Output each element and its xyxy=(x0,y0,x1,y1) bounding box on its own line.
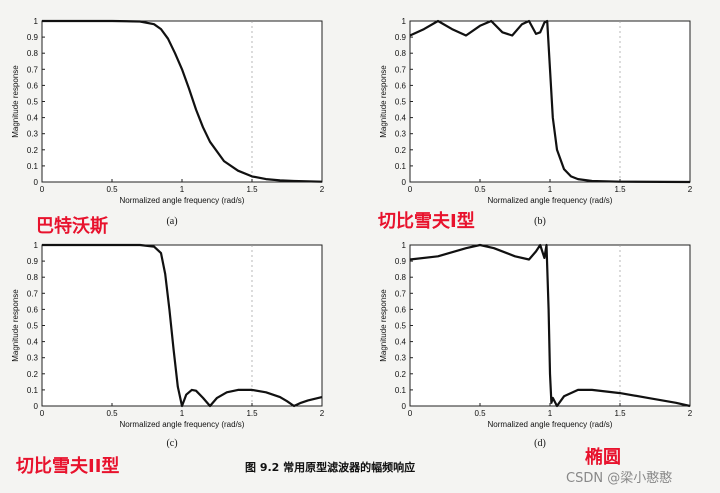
chart-panel-4: 0 0.5 1 1.5 2 0 0.1 0.2 0.3 0.4 0.5 0.6 0.7 0.8 0.9 1 No… xyxy=(379,241,693,468)
magnitude-response-line xyxy=(409,19,691,184)
chart-panel-1: 0 0.5 1 1.5 2 0 0.1 0.2 0.3 0.4 0.5 0.6 0.7 0.8 0.9 1 No… xyxy=(11,17,325,237)
magnitude-response-line xyxy=(42,19,323,183)
x-tick-label: 0.5 xyxy=(474,185,486,194)
x-tick-label: 2 xyxy=(320,185,325,194)
y-tick-label: 1 xyxy=(402,241,407,250)
y-tick-label: 0.1 xyxy=(27,386,39,395)
y-tick-label: 0.4 xyxy=(395,338,407,347)
y-tick-label: 0.4 xyxy=(27,338,39,347)
y-tick-label: 0.7 xyxy=(27,65,39,74)
y-tick-label: 0.6 xyxy=(395,305,407,314)
x-tick-label: 0 xyxy=(40,409,45,418)
y-tick-label: 1 xyxy=(34,241,39,250)
y-tick-label: 0.5 xyxy=(27,98,39,107)
y-axis-label: Magnitude response xyxy=(11,65,20,138)
chart-panel-2: 0 0.5 1 1.5 2 0 0.1 0.2 0.3 0.4 0.5 0.6 0.7 0.8 0.9 1 No… xyxy=(378,17,693,232)
y-tick-label: 0.5 xyxy=(395,98,407,107)
x-tick-label: 0.5 xyxy=(106,185,118,194)
y-tick-label: 0.1 xyxy=(27,162,39,171)
x-tick-label: 1 xyxy=(548,409,553,418)
y-tick-label: 0.8 xyxy=(27,273,39,282)
plot-area xyxy=(41,244,323,407)
y-tick-label: 0.6 xyxy=(395,81,407,90)
y-tick-label: 0.9 xyxy=(395,33,407,42)
y-tick-label: 0.1 xyxy=(395,162,407,171)
panel-label: (c) xyxy=(166,438,177,449)
panel-label: (d) xyxy=(534,438,546,449)
x-tick-label: 0 xyxy=(408,409,413,418)
x-tick-label: 2 xyxy=(320,409,325,418)
y-axis-label: Magnitude response xyxy=(379,65,388,138)
y-tick-label: 0.9 xyxy=(27,33,39,42)
x-axis-label: Normalized angle frequency (rad/s) xyxy=(120,196,245,205)
x-axis-label: Normalized angle frequency (rad/s) xyxy=(120,420,245,429)
y-tick-label: 0.3 xyxy=(395,130,407,139)
x-tick-label: 1.5 xyxy=(614,409,626,418)
filter-name-label: 椭圆 xyxy=(585,446,621,468)
x-tick-label: 1.5 xyxy=(614,185,626,194)
plot-area xyxy=(409,20,691,183)
watermark: CSDN @梁小憨憨 xyxy=(566,471,672,486)
y-tick-label: 0.2 xyxy=(395,370,407,379)
y-tick-label: 0 xyxy=(34,178,39,187)
y-tick-label: 0.7 xyxy=(27,289,39,298)
y-tick-label: 0.8 xyxy=(395,49,407,58)
y-tick-label: 0.5 xyxy=(27,322,39,331)
x-tick-label: 1.5 xyxy=(246,185,258,194)
y-tick-label: 0.2 xyxy=(27,146,39,155)
figure-caption: 图 9.2 常用原型滤波器的幅频响应 xyxy=(245,460,415,474)
panel-label: (b) xyxy=(534,216,546,227)
y-tick-label: 0 xyxy=(34,402,39,411)
y-tick-label: 0.6 xyxy=(27,81,39,90)
y-tick-label: 0.3 xyxy=(27,130,39,139)
y-axis-label: Magnitude response xyxy=(379,289,388,362)
y-tick-label: 0.8 xyxy=(395,273,407,282)
x-tick-label: 1.5 xyxy=(246,409,258,418)
x-axis-label: Normalized angle frequency (rad/s) xyxy=(488,196,613,205)
y-tick-label: 0.4 xyxy=(27,114,39,123)
x-tick-label: 2 xyxy=(688,185,693,194)
filter-name-label: 巴特沃斯 xyxy=(36,215,108,237)
y-tick-label: 0.3 xyxy=(395,354,407,363)
magnitude-response-line xyxy=(42,243,323,408)
y-tick-label: 0.6 xyxy=(27,305,39,314)
x-tick-label: 0.5 xyxy=(106,409,118,418)
y-tick-label: 1 xyxy=(402,17,407,26)
y-tick-label: 0.7 xyxy=(395,65,407,74)
y-tick-label: 0 xyxy=(402,178,407,187)
y-tick-label: 0.5 xyxy=(395,322,407,331)
y-tick-label: 0.2 xyxy=(27,370,39,379)
y-tick-label: 0 xyxy=(402,402,407,411)
y-tick-label: 0.3 xyxy=(27,354,39,363)
x-tick-label: 1 xyxy=(180,409,185,418)
panel-label: (a) xyxy=(166,216,177,227)
filter-name-label: 切比雪夫I型 xyxy=(378,210,475,232)
x-axis-label: Normalized angle frequency (rad/s) xyxy=(488,420,613,429)
y-tick-label: 0.9 xyxy=(395,257,407,266)
x-tick-label: 0 xyxy=(40,185,45,194)
plot-area xyxy=(41,20,323,183)
x-tick-label: 0.5 xyxy=(474,409,486,418)
chart-panel-3: 0 0.5 1 1.5 2 0 0.1 0.2 0.3 0.4 0.5 0.6 0.7 0.8 0.9 1 No… xyxy=(11,241,325,477)
y-tick-label: 1 xyxy=(34,17,39,26)
y-tick-label: 0.9 xyxy=(27,257,39,266)
y-axis-label: Magnitude response xyxy=(11,289,20,362)
y-tick-label: 0.8 xyxy=(27,49,39,58)
y-tick-label: 0.4 xyxy=(395,114,407,123)
y-tick-label: 0.1 xyxy=(395,386,407,395)
x-tick-label: 1 xyxy=(180,185,185,194)
x-tick-label: 0 xyxy=(408,185,413,194)
filter-name-label: 切比雪夫II型 xyxy=(16,455,119,477)
x-tick-label: 1 xyxy=(548,185,553,194)
magnitude-response-line xyxy=(409,243,691,408)
y-tick-label: 0.7 xyxy=(395,289,407,298)
y-tick-label: 0.2 xyxy=(395,146,407,155)
x-tick-label: 2 xyxy=(688,409,693,418)
